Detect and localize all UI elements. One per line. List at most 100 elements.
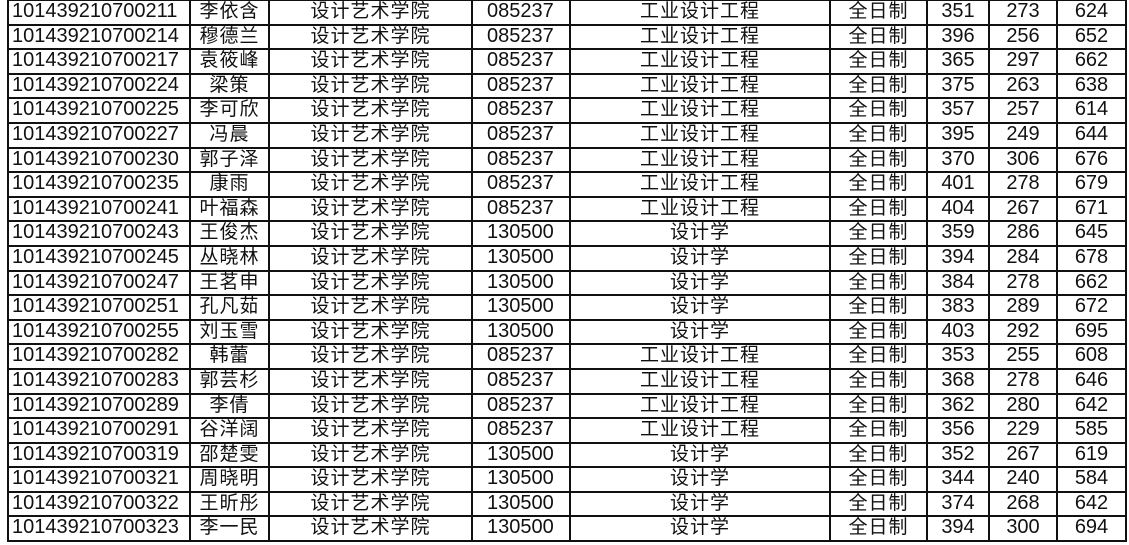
score-2-cell: 297 [988, 48, 1058, 75]
score-table: 101439210700211 李依含 设计艺术学院 085237 工业设计工程 全日制 3… [7, 0, 1127, 543]
total-score-cell: 678 [1056, 244, 1127, 272]
name-cell: 李倩 [189, 392, 270, 420]
student-id-cell: 101439210700291 [7, 417, 191, 444]
score-2-cell: 286 [988, 220, 1058, 247]
major-cell: 工业设计工程 [569, 146, 831, 174]
name-cell: 王昕彤 [189, 490, 270, 518]
name-cell: 周晓明 [189, 466, 270, 493]
name-cell: 邵楚雯 [189, 441, 270, 469]
score-1-cell: 351 [926, 0, 990, 26]
student-id-cell: 101439210700282 [7, 343, 191, 370]
major-cell: 设计学 [569, 220, 831, 247]
study-mode-cell: 全日制 [829, 441, 928, 469]
score-2-cell: 267 [988, 441, 1058, 469]
study-mode-cell: 全日制 [829, 244, 928, 272]
name-cell: 叶福森 [189, 195, 270, 223]
major-code-cell: 130500 [471, 244, 571, 272]
student-id-cell: 101439210700224 [7, 72, 191, 100]
score-1-cell: 370 [926, 146, 990, 174]
name-cell: 李可欣 [189, 97, 270, 124]
student-id-cell: 101439210700321 [7, 466, 191, 493]
name-cell: 穆德兰 [189, 23, 270, 51]
college-cell: 设计艺术学院 [268, 23, 473, 51]
major-code-cell: 085237 [471, 48, 571, 75]
score-2-cell: 292 [988, 318, 1058, 346]
major-cell: 设计学 [569, 515, 831, 543]
major-cell: 工业设计工程 [569, 48, 831, 75]
name-cell: 谷洋阔 [189, 417, 270, 444]
score-2-cell: 255 [988, 343, 1058, 370]
major-cell: 设计学 [569, 269, 831, 297]
total-score-cell: 646 [1056, 367, 1127, 395]
major-cell: 工业设计工程 [569, 171, 831, 198]
table-row: 101439210700241 叶福森 设计艺术学院 085237 工业设计工程 全日制 4… [7, 195, 1127, 223]
study-mode-cell: 全日制 [829, 343, 928, 370]
major-cell: 工业设计工程 [569, 72, 831, 100]
total-score-cell: 608 [1056, 343, 1127, 370]
major-code-cell: 085237 [471, 343, 571, 370]
table-row: 101439210700227 冯晨 设计艺术学院 085237 工业设计工程 全日制 39… [7, 121, 1127, 149]
name-cell: 刘玉雪 [189, 318, 270, 346]
score-1-cell: 396 [926, 23, 990, 51]
table-row: 101439210700255 刘玉雪 设计艺术学院 130500 设计学 全日制 403 2… [7, 318, 1127, 346]
table-row: 101439210700319 邵楚雯 设计艺术学院 130500 设计学 全日制 352 2… [7, 441, 1127, 469]
student-id-cell: 101439210700214 [7, 23, 191, 51]
major-cell: 设计学 [569, 294, 831, 321]
major-cell: 设计学 [569, 466, 831, 493]
college-cell: 设计艺术学院 [268, 269, 473, 297]
major-cell: 设计学 [569, 244, 831, 272]
college-cell: 设计艺术学院 [268, 343, 473, 370]
college-cell: 设计艺术学院 [268, 0, 473, 26]
score-2-cell: 278 [988, 367, 1058, 395]
total-score-cell: 694 [1056, 515, 1127, 543]
major-code-cell: 130500 [471, 441, 571, 469]
study-mode-cell: 全日制 [829, 146, 928, 174]
name-cell: 郭子泽 [189, 146, 270, 174]
study-mode-cell: 全日制 [829, 490, 928, 518]
study-mode-cell: 全日制 [829, 220, 928, 247]
total-score-cell: 676 [1056, 146, 1127, 174]
score-2-cell: 240 [988, 466, 1058, 493]
student-id-cell: 101439210700235 [7, 171, 191, 198]
college-cell: 设计艺术学院 [268, 294, 473, 321]
score-1-cell: 394 [926, 515, 990, 543]
name-cell: 梁策 [189, 72, 270, 100]
score-2-cell: 300 [988, 515, 1058, 543]
college-cell: 设计艺术学院 [268, 195, 473, 223]
name-cell: 韩蕾 [189, 343, 270, 370]
major-code-cell: 130500 [471, 318, 571, 346]
score-1-cell: 384 [926, 269, 990, 297]
table-row: 101439210700243 王俊杰 设计艺术学院 130500 设计学 全日制 359 2… [7, 220, 1127, 247]
major-cell: 工业设计工程 [569, 343, 831, 370]
table-row: 101439210700214 穆德兰 设计艺术学院 085237 工业设计工程 全日制 3… [7, 23, 1127, 51]
score-2-cell: 306 [988, 146, 1058, 174]
score-1-cell: 375 [926, 72, 990, 100]
score-2-cell: 257 [988, 97, 1058, 124]
total-score-cell: 652 [1056, 23, 1127, 51]
score-1-cell: 352 [926, 441, 990, 469]
major-code-cell: 085237 [471, 23, 571, 51]
study-mode-cell: 全日制 [829, 72, 928, 100]
table-row: 101439210700211 李依含 设计艺术学院 085237 工业设计工程 全日制 3… [7, 0, 1127, 26]
student-id-cell: 101439210700230 [7, 146, 191, 174]
table-row: 101439210700217 袁筱峰 设计艺术学院 085237 工业设计工程 全日制 3… [7, 48, 1127, 75]
college-cell: 设计艺术学院 [268, 97, 473, 124]
total-score-cell: 645 [1056, 220, 1127, 247]
study-mode-cell: 全日制 [829, 171, 928, 198]
college-cell: 设计艺术学院 [268, 244, 473, 272]
total-score-cell: 662 [1056, 269, 1127, 297]
study-mode-cell: 全日制 [829, 269, 928, 297]
major-cell: 工业设计工程 [569, 97, 831, 124]
table-row: 101439210700230 郭子泽 设计艺术学院 085237 工业设计工程 全日制 3… [7, 146, 1127, 174]
major-code-cell: 085237 [471, 146, 571, 174]
table-row: 101439210700251 孔凡茹 设计艺术学院 130500 设计学 全日制 383 2… [7, 294, 1127, 321]
name-cell: 丛晓林 [189, 244, 270, 272]
college-cell: 设计艺术学院 [268, 318, 473, 346]
major-code-cell: 085237 [471, 392, 571, 420]
total-score-cell: 584 [1056, 466, 1127, 493]
college-cell: 设计艺术学院 [268, 490, 473, 518]
study-mode-cell: 全日制 [829, 294, 928, 321]
table-row: 101439210700322 王昕彤 设计艺术学院 130500 设计学 全日制 374 2… [7, 490, 1127, 518]
study-mode-cell: 全日制 [829, 23, 928, 51]
study-mode-cell: 全日制 [829, 97, 928, 124]
